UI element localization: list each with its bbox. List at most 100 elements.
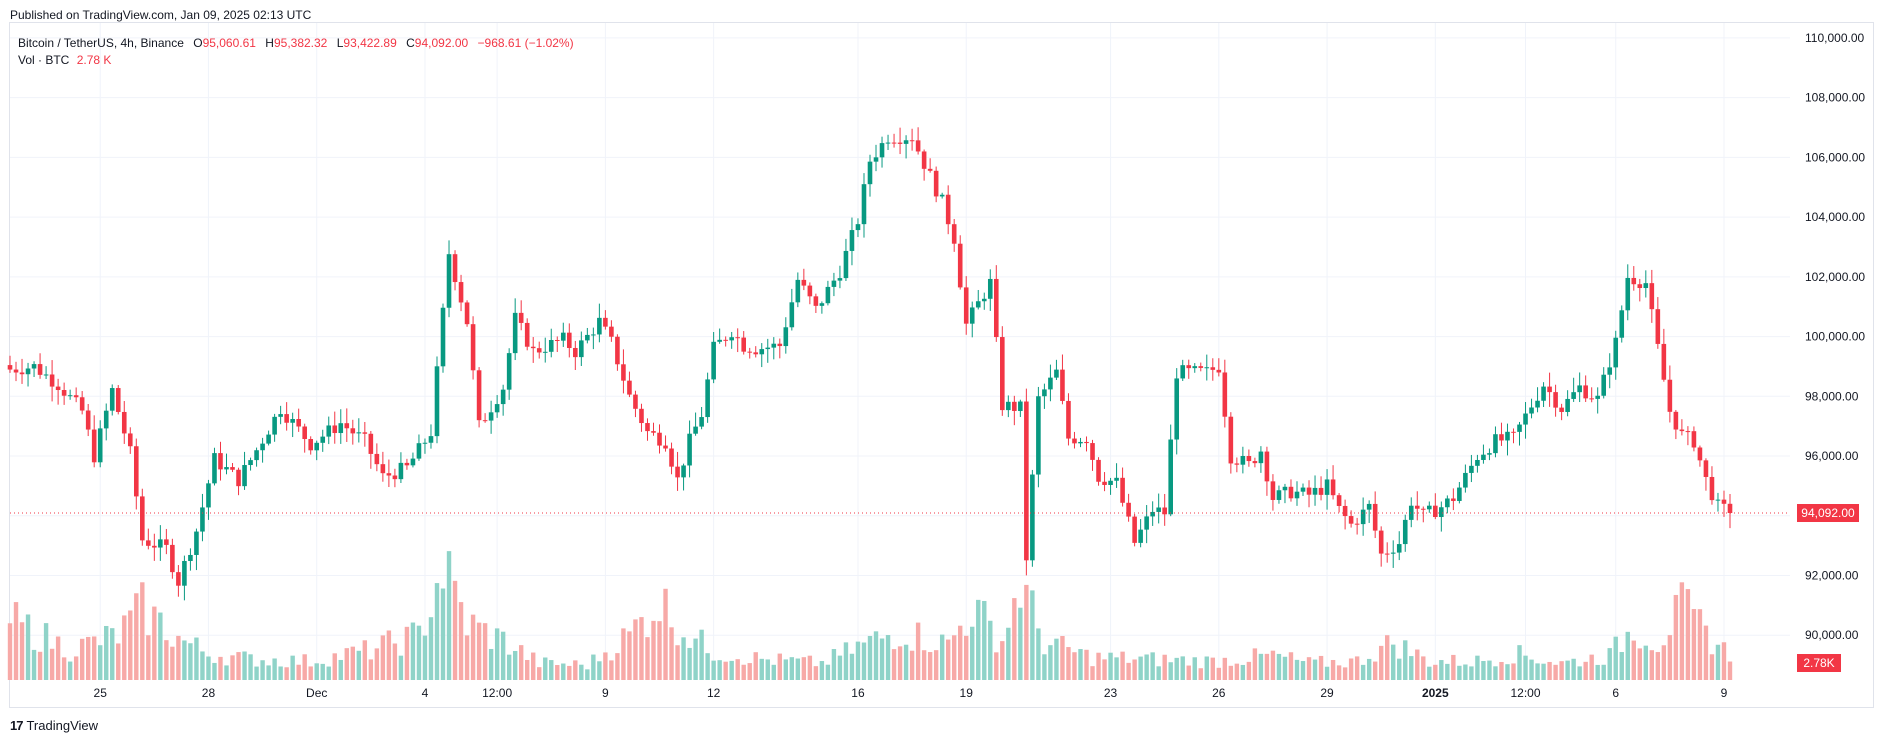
volume-bar bbox=[1631, 640, 1636, 680]
candle-body bbox=[1487, 453, 1492, 455]
volume-bar bbox=[1186, 665, 1191, 680]
volume-bar bbox=[458, 602, 464, 680]
candle-body bbox=[67, 395, 73, 397]
volume-bar bbox=[500, 631, 506, 680]
candle-body bbox=[127, 433, 133, 447]
candle-body bbox=[681, 465, 686, 478]
candle-body bbox=[404, 462, 410, 466]
volume-bar bbox=[134, 593, 139, 680]
volume-bar bbox=[1036, 628, 1041, 680]
volume-bar bbox=[272, 658, 277, 680]
candle-body bbox=[1060, 369, 1065, 401]
candle-body bbox=[1018, 401, 1023, 411]
volume-bar bbox=[368, 659, 374, 680]
volume-bar bbox=[867, 635, 873, 680]
candle-body bbox=[470, 324, 476, 371]
x-tick-label: 9 bbox=[602, 686, 609, 700]
volume-bar bbox=[1150, 652, 1155, 680]
volume-bar bbox=[488, 648, 494, 680]
volume-bar bbox=[1457, 665, 1462, 680]
volume-value: 2.78 K bbox=[76, 53, 112, 67]
y-tick-label: 110,000.00 bbox=[1805, 31, 1864, 45]
volume-bar bbox=[976, 599, 981, 680]
candle-body bbox=[530, 346, 536, 349]
volume-bar bbox=[61, 657, 67, 680]
volume-bar bbox=[1282, 656, 1288, 680]
volume-bar bbox=[1078, 649, 1083, 680]
volume-bar bbox=[1072, 652, 1077, 680]
candle-body bbox=[645, 423, 650, 432]
volume-bar bbox=[663, 588, 668, 680]
volume-bar bbox=[621, 628, 626, 680]
volume-bar bbox=[861, 642, 867, 680]
volume-bar bbox=[741, 664, 746, 680]
candle-body bbox=[482, 420, 488, 422]
candle-body bbox=[194, 531, 199, 555]
volume-bar bbox=[416, 625, 422, 680]
candle-body bbox=[567, 332, 572, 348]
candle-body bbox=[206, 483, 211, 508]
volume-bar bbox=[988, 620, 993, 680]
candle-body bbox=[813, 296, 819, 306]
low-value: 93,422.89 bbox=[343, 36, 397, 50]
candle-body bbox=[837, 278, 843, 281]
volume-bar bbox=[903, 644, 909, 680]
candle-body bbox=[771, 343, 777, 348]
volume-bar bbox=[1619, 652, 1624, 680]
volume-bar bbox=[1132, 659, 1137, 680]
volume-bar bbox=[236, 652, 241, 680]
symbol-label[interactable]: Bitcoin / TetherUS, 4h, Binance bbox=[18, 36, 184, 50]
candle-body bbox=[1589, 398, 1594, 400]
candle-body bbox=[488, 412, 494, 421]
volume-bar bbox=[1198, 668, 1203, 680]
candle-body bbox=[909, 140, 915, 142]
chart-legend: Bitcoin / TetherUS, 4h, Binance O95,060.… bbox=[18, 35, 574, 69]
candle-body bbox=[1505, 431, 1510, 441]
candle-body bbox=[308, 439, 313, 451]
candle-body bbox=[981, 298, 987, 302]
candle-body bbox=[1282, 486, 1288, 491]
volume-bar bbox=[855, 641, 861, 680]
volume-bar bbox=[1643, 645, 1649, 680]
candle-body bbox=[1420, 508, 1426, 510]
ohlc-row: Bitcoin / TetherUS, 4h, Binance O95,060.… bbox=[18, 35, 574, 52]
volume-label[interactable]: Vol · BTC bbox=[18, 53, 70, 67]
volume-bar bbox=[1090, 666, 1095, 680]
candle-body bbox=[428, 436, 434, 443]
candle-body bbox=[1066, 400, 1071, 439]
candle-body bbox=[1246, 456, 1252, 462]
volume-bar bbox=[1006, 627, 1011, 680]
candle-body bbox=[693, 426, 698, 434]
candle-body bbox=[97, 428, 103, 463]
volume-bar bbox=[1378, 645, 1384, 680]
volume-bar bbox=[67, 661, 73, 680]
candle-body bbox=[711, 341, 716, 380]
candle-body bbox=[302, 426, 307, 440]
volume-bar bbox=[1048, 645, 1053, 680]
candle-body bbox=[1306, 487, 1312, 495]
volume-bar bbox=[711, 660, 716, 680]
volume-bar bbox=[525, 659, 530, 680]
volume-bar bbox=[939, 634, 945, 680]
candle-body bbox=[452, 254, 458, 283]
candle-body bbox=[1078, 441, 1083, 444]
volume-bar bbox=[609, 660, 614, 680]
candle-body bbox=[1252, 461, 1258, 464]
volume-bar bbox=[1403, 640, 1408, 680]
candle-body bbox=[723, 339, 728, 341]
x-tick-label: 12 bbox=[707, 686, 721, 700]
volume-bar bbox=[1366, 658, 1372, 680]
candle-body bbox=[1114, 477, 1119, 481]
candle-body bbox=[1541, 386, 1546, 401]
candle-body bbox=[37, 364, 43, 375]
candle-body bbox=[1150, 511, 1155, 517]
volume-bar bbox=[1102, 659, 1107, 680]
footer-brand[interactable]: 17 TradingView bbox=[10, 718, 98, 733]
candle-body bbox=[903, 140, 909, 144]
candle-body bbox=[1427, 505, 1432, 510]
volume-bar bbox=[308, 666, 313, 680]
volume-bar bbox=[933, 650, 939, 680]
volume-bar bbox=[1324, 666, 1330, 680]
candle-body bbox=[1120, 477, 1125, 503]
